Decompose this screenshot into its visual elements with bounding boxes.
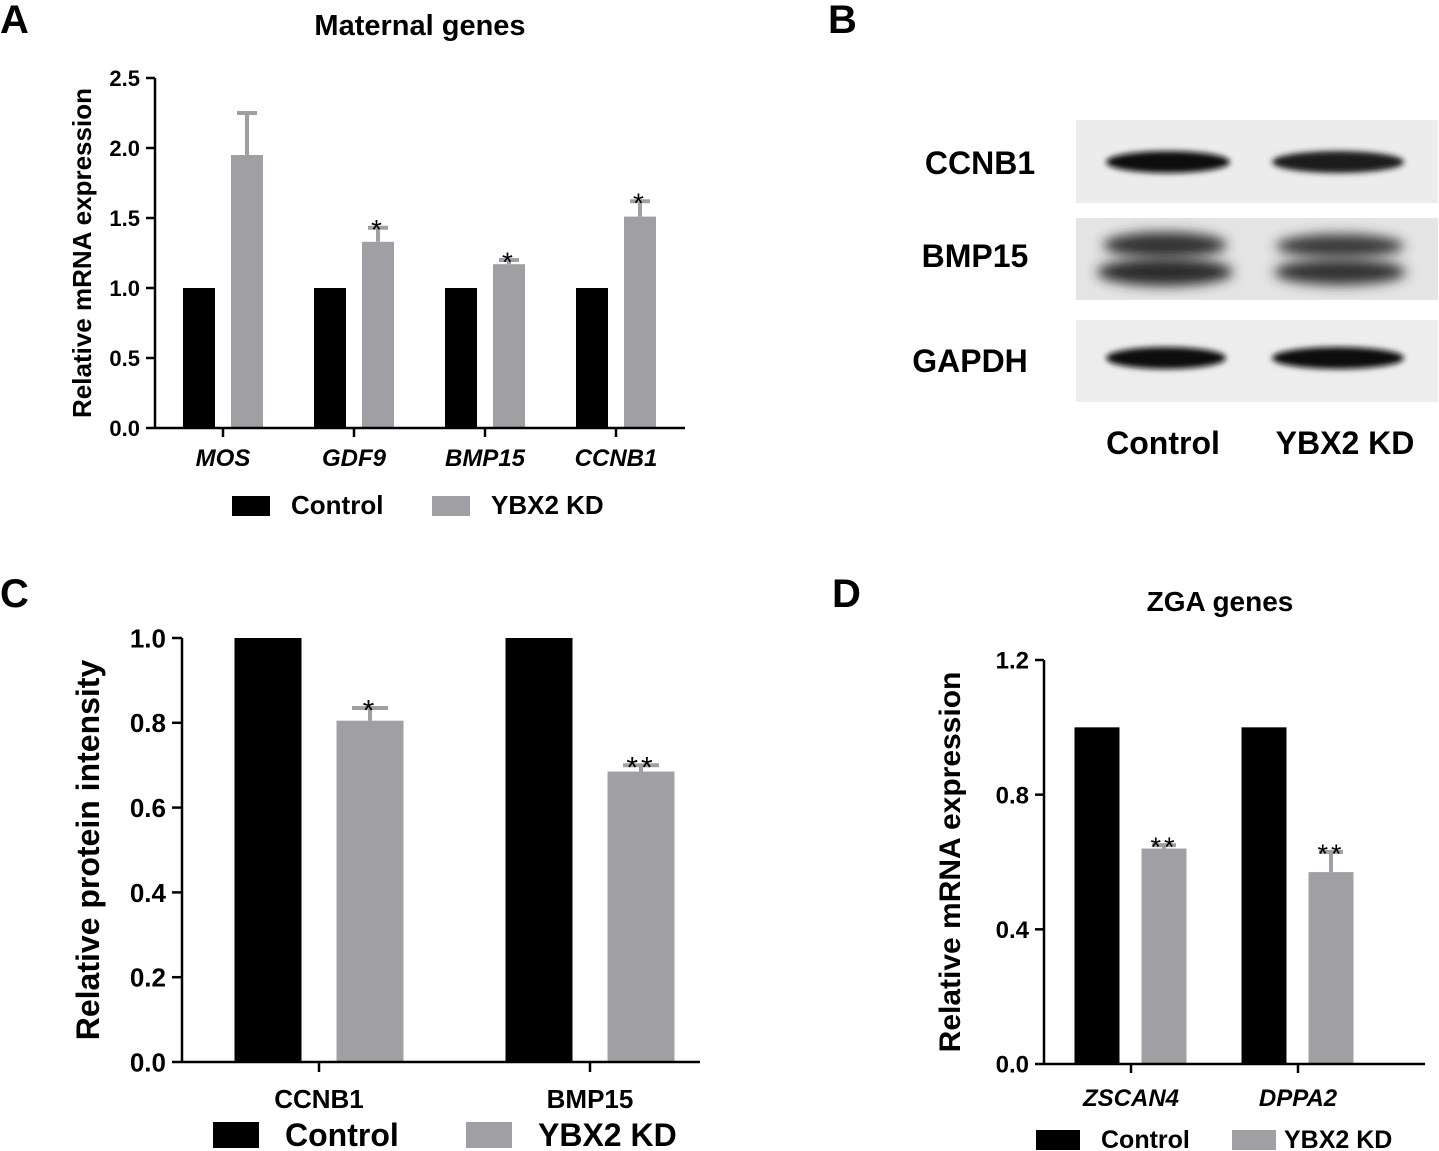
- legend-label: Control: [291, 490, 383, 520]
- y-tick-label: 0.0: [996, 1052, 1029, 1079]
- y-axis-label: Relative mRNA expression: [934, 672, 967, 1053]
- y-tick-label: 0.8: [996, 782, 1029, 809]
- legend-swatch: [1036, 1130, 1080, 1150]
- y-tick-label: 1.0: [109, 276, 140, 301]
- y-tick-label: 0.2: [130, 963, 166, 993]
- western-blot: CCNB1 BMP15 GAPDH Control YBX2 KD: [912, 120, 1438, 461]
- category-label: CCNB1: [274, 1084, 364, 1114]
- legend-label: Control: [1101, 1126, 1190, 1151]
- band-bmp15-ybx2kd-lower: [1274, 259, 1406, 285]
- blot-label-bmp15: BMP15: [922, 238, 1029, 274]
- legend-label: Control: [285, 1117, 399, 1151]
- legend-label: YBX2 KD: [538, 1117, 677, 1151]
- legend-swatch: [213, 1122, 259, 1148]
- band-gapdh-ybx2kd: [1272, 347, 1404, 369]
- panel-label-d: D: [832, 572, 861, 616]
- bar: [314, 288, 346, 428]
- chart-maternal-genes: Maternal genes Relative mRNA expression * *…: [67, 10, 685, 520]
- significance-marker: **: [626, 752, 655, 785]
- y-tick-label: 0.4: [996, 917, 1030, 944]
- blot-strip-bmp15: [1076, 218, 1438, 300]
- bar: [493, 264, 525, 428]
- significance-marker: *: [502, 246, 516, 277]
- category-label: GDF9: [322, 445, 387, 472]
- category-label: MOS: [196, 445, 251, 472]
- significance-marker: *: [371, 214, 385, 245]
- y-tick-label: 0.0: [130, 1047, 166, 1077]
- panel-label-c: C: [0, 572, 29, 616]
- bar: [607, 771, 675, 1062]
- significance-marker: *: [633, 188, 647, 219]
- band-gapdh-control: [1106, 347, 1226, 369]
- chart-zga-genes: ZGA genes Relative mRNA expression ** ** 0.0…: [934, 586, 1425, 1151]
- category-label: CCNB1: [575, 445, 658, 472]
- legend-label: YBX2 KD: [491, 490, 604, 520]
- bar: [362, 241, 394, 428]
- legend-swatch: [232, 496, 270, 516]
- bar: [1308, 872, 1354, 1064]
- band-ccnb1-ybx2kd: [1272, 151, 1404, 173]
- significance-marker: **: [1150, 832, 1177, 862]
- bar: [231, 155, 263, 428]
- y-tick-label: 2.0: [109, 136, 140, 161]
- category-label: BMP15: [445, 445, 526, 472]
- category-label: DPPA2: [1259, 1085, 1338, 1112]
- legend-swatch: [432, 496, 470, 516]
- blot-label-ccnb1: CCNB1: [925, 145, 1035, 181]
- y-tick-label: 1.0: [130, 623, 166, 653]
- blot-lane-ybx2kd: YBX2 KD: [1276, 425, 1415, 461]
- y-tick-label: 1.5: [109, 206, 140, 231]
- panel-label-a: A: [0, 0, 29, 42]
- bar: [336, 720, 404, 1062]
- legend-label: YBX2 KD: [1284, 1126, 1392, 1151]
- chart-title: Maternal genes: [314, 10, 525, 42]
- category-label: ZSCAN4: [1082, 1085, 1179, 1112]
- y-axis-label: Relative mRNA expression: [67, 88, 97, 418]
- y-tick-label: 0.8: [130, 708, 166, 738]
- blot-label-gapdh: GAPDH: [912, 343, 1028, 379]
- bar: [576, 288, 608, 428]
- category-label: BMP15: [547, 1084, 634, 1114]
- legend-swatch: [1232, 1130, 1276, 1150]
- bar: [624, 216, 656, 428]
- y-tick-label: 1.2: [996, 648, 1029, 675]
- panel-label-b: B: [828, 0, 857, 42]
- y-tick-label: 0.5: [109, 346, 140, 371]
- bar: [1141, 848, 1187, 1064]
- band-bmp15-control-lower: [1097, 258, 1233, 286]
- y-tick-label: 2.5: [109, 66, 140, 91]
- y-tick-label: 0.0: [109, 416, 140, 441]
- bar: [505, 638, 573, 1062]
- bar: [1241, 727, 1287, 1064]
- legend-swatch: [466, 1122, 512, 1148]
- bar: [183, 288, 215, 428]
- band-bmp15-ybx2kd-upper: [1276, 234, 1404, 258]
- bar: [234, 638, 302, 1062]
- bar: [1074, 727, 1120, 1064]
- significance-marker: **: [1317, 839, 1344, 869]
- significance-marker: *: [363, 694, 378, 727]
- blot-lane-control: Control: [1106, 425, 1220, 461]
- y-tick-label: 0.6: [130, 793, 166, 823]
- chart-title: ZGA genes: [1147, 586, 1294, 617]
- chart-protein-intensity: Relative protein intensity ***0.00.20.40.…: [70, 623, 700, 1151]
- y-axis-label: Relative protein intensity: [70, 660, 106, 1041]
- bar: [445, 288, 477, 428]
- band-ccnb1-control: [1106, 151, 1230, 173]
- band-bmp15-control-upper: [1103, 232, 1227, 258]
- y-tick-label: 0.4: [130, 878, 167, 908]
